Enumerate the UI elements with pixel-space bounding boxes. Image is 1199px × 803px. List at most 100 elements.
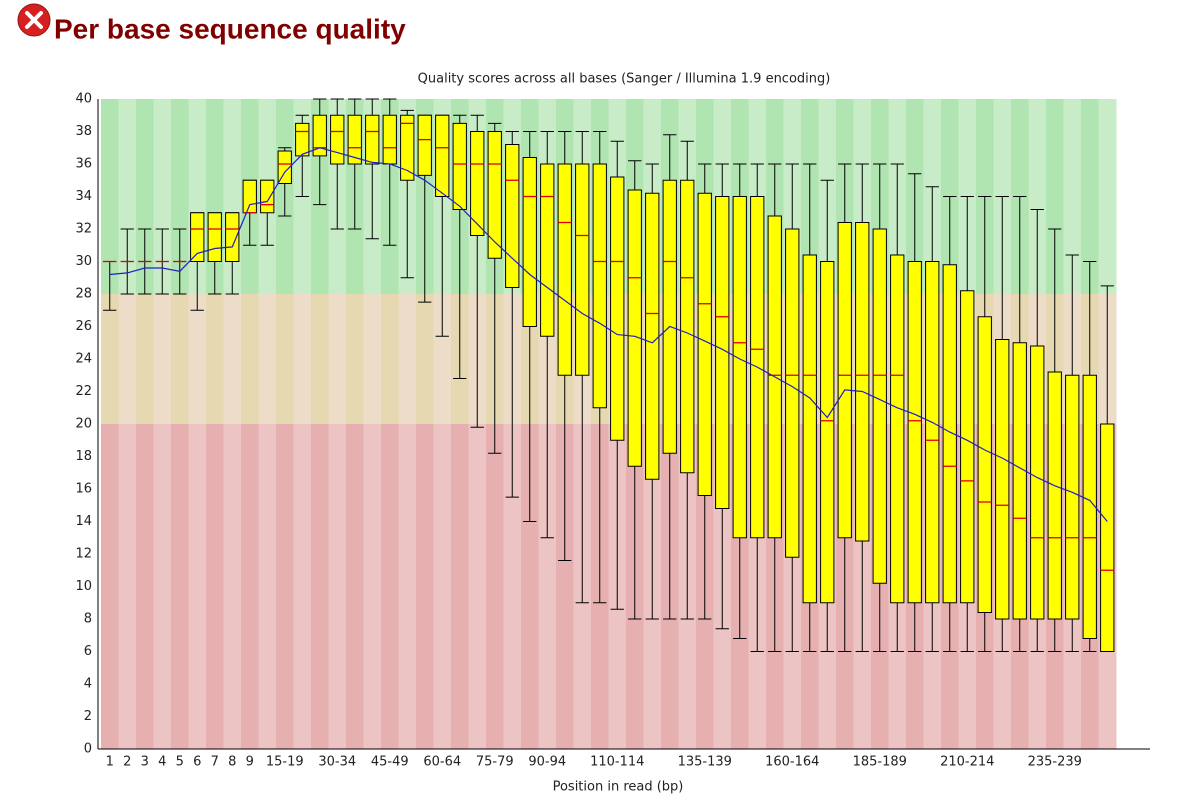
zone-stripe: [171, 424, 189, 749]
box: [907, 261, 922, 604]
x-tick-label: 4: [158, 755, 166, 770]
box: [995, 339, 1010, 620]
y-tick-label: 24: [75, 352, 92, 367]
zone-stripe: [223, 424, 242, 749]
box: [592, 163, 607, 409]
zone-stripe: [556, 424, 574, 749]
zone-stripe: [381, 294, 399, 424]
x-tick-label: 3: [141, 755, 149, 770]
x-tick-label: 235-239: [1028, 755, 1082, 770]
zone-stripe: [328, 294, 347, 424]
box: [977, 316, 992, 613]
box: [1047, 371, 1062, 620]
box: [802, 254, 817, 604]
zone-stripe: [171, 99, 189, 294]
box: [470, 131, 485, 236]
box: [487, 131, 502, 259]
y-tick-label: 36: [75, 157, 92, 172]
box: [1082, 374, 1097, 639]
x-tick-label: 5: [176, 755, 184, 770]
y-tick-label: 10: [75, 579, 92, 594]
zone-stripe: [171, 294, 189, 424]
box: [435, 114, 450, 197]
zone-stripe: [1098, 99, 1117, 294]
box: [347, 114, 362, 165]
zone-stripe: [136, 294, 154, 424]
zone-stripe: [433, 294, 452, 424]
zone-stripe: [136, 424, 154, 749]
zone-stripe: [416, 424, 434, 749]
zone-stripe: [118, 294, 137, 424]
zone-stripe: [101, 424, 119, 749]
y-tick-label: 34: [75, 189, 92, 204]
y-tick-label: 18: [75, 449, 92, 464]
box: [732, 196, 747, 539]
box: [207, 212, 222, 262]
box: [1100, 423, 1115, 652]
zone-stripe: [521, 424, 539, 749]
box: [400, 114, 415, 181]
zone-stripe: [363, 424, 382, 749]
zone-stripe: [276, 294, 294, 424]
zone-stripe: [118, 424, 137, 749]
y-tick-label: 40: [75, 92, 92, 107]
zone-stripe: [118, 99, 137, 294]
x-tick-label: 135-139: [678, 755, 732, 770]
zone-stripe: [398, 294, 417, 424]
box: [225, 212, 240, 262]
x-tick-label: 15-19: [266, 755, 304, 770]
y-tick-label: 26: [75, 319, 92, 334]
zone-stripe: [188, 424, 207, 749]
zone-stripe: [346, 294, 364, 424]
box: [522, 157, 537, 327]
zone-stripe: [206, 424, 224, 749]
zone-stripe: [1081, 99, 1099, 294]
zone-stripe: [293, 294, 312, 424]
zone-stripe: [241, 424, 259, 749]
y-tick-label: 22: [75, 384, 92, 399]
box: [295, 122, 310, 157]
box: [697, 192, 712, 496]
box: [1012, 342, 1027, 620]
x-tick-label: 160-164: [765, 755, 819, 770]
box: [1065, 374, 1080, 620]
page-title: Per base sequence quality: [54, 13, 406, 44]
x-tick-label: 2: [123, 755, 131, 770]
y-tick-label: 4: [84, 677, 92, 692]
box: [837, 222, 852, 539]
mean-line: [109, 147, 1108, 522]
zone-stripe: [136, 99, 154, 294]
zone-stripe: [1063, 99, 1082, 294]
zone-stripe: [223, 294, 242, 424]
zone-stripe: [311, 294, 329, 424]
zone-stripe: [451, 424, 469, 749]
box: [680, 179, 695, 474]
box: [925, 261, 940, 604]
x-tick-label: 8: [228, 755, 236, 770]
x-axis-label: Position in read (bp): [553, 780, 684, 795]
x-tick-label: 9: [246, 755, 254, 770]
zone-stripe: [1028, 99, 1047, 294]
box: [365, 114, 380, 165]
zone-stripe: [258, 294, 277, 424]
chart-title: Quality scores across all bases (Sanger …: [418, 72, 831, 87]
x-tick-label: 75-79: [476, 755, 514, 770]
zone-stripe: [101, 294, 119, 424]
zone-stripe: [188, 294, 207, 424]
box: [540, 163, 555, 337]
y-tick-label: 30: [75, 254, 92, 269]
box: [452, 122, 467, 210]
zone-stripe: [346, 424, 364, 749]
box: [662, 179, 677, 454]
x-tick-label: 1: [106, 755, 114, 770]
zone-stripe: [398, 424, 417, 749]
y-tick-label: 0: [84, 742, 92, 757]
zone-stripe: [433, 424, 452, 749]
box: [872, 228, 887, 584]
box: [610, 176, 625, 441]
zone-stripe: [503, 424, 522, 749]
y-tick-label: 32: [75, 222, 92, 237]
box: [312, 114, 327, 157]
x-tick-label: 185-189: [853, 755, 907, 770]
x-tick-label: 45-49: [371, 755, 409, 770]
